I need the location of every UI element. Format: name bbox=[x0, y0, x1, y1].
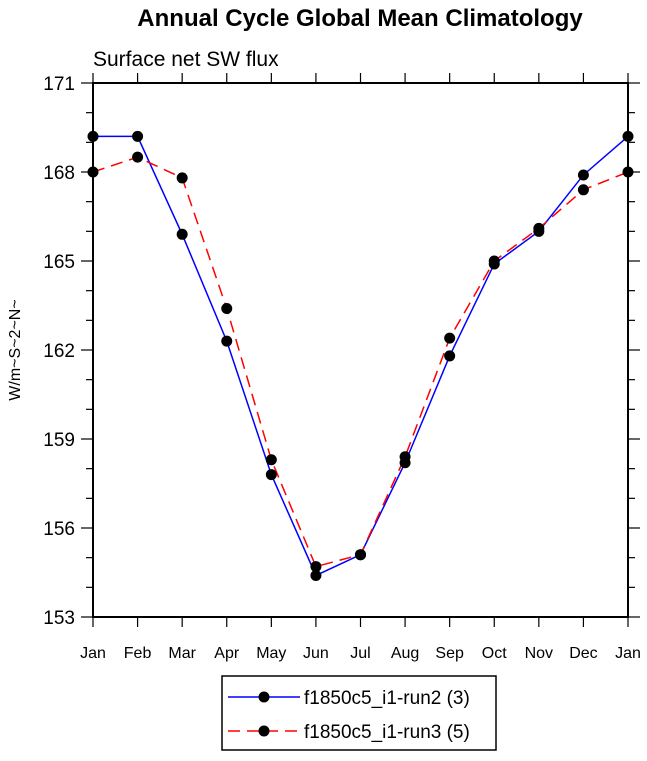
x-tick-label: Oct bbox=[482, 645, 507, 662]
data-point bbox=[176, 172, 188, 184]
plot-frame bbox=[92, 82, 629, 618]
x-tick-label: Jan bbox=[615, 645, 641, 662]
data-point bbox=[87, 166, 99, 178]
data-point bbox=[533, 222, 545, 234]
x-tick-label: Nov bbox=[525, 645, 553, 662]
data-point bbox=[310, 561, 322, 573]
legend-marker bbox=[258, 691, 270, 703]
x-tick-label: Mar bbox=[168, 645, 196, 662]
data-point bbox=[577, 169, 589, 181]
y-tick-label: 153 bbox=[43, 608, 75, 629]
x-tick-label: May bbox=[256, 645, 286, 662]
data-point bbox=[221, 302, 233, 314]
legend: f1850c5_i1-run2 (3) f1850c5_i1-run3 (5) bbox=[221, 675, 497, 751]
data-point bbox=[399, 451, 411, 463]
data-point bbox=[577, 184, 589, 196]
y-tick-label: 171 bbox=[43, 74, 75, 95]
x-tick-label: Sep bbox=[435, 645, 464, 662]
y-tick-label: 162 bbox=[43, 341, 75, 362]
series-line-1 bbox=[93, 135, 629, 577]
data-point bbox=[488, 255, 500, 267]
y-tick-label: 156 bbox=[43, 519, 75, 540]
chart-subtitle: Surface net SW flux bbox=[93, 48, 279, 71]
data-point bbox=[444, 350, 456, 362]
chart-title: Annual Cycle Global Mean Climatology bbox=[137, 5, 583, 32]
legend-box bbox=[221, 675, 497, 751]
y-tick-label: 168 bbox=[43, 163, 75, 184]
x-tick-label: Jan bbox=[80, 645, 106, 662]
data-point bbox=[310, 569, 322, 581]
legend-marker bbox=[258, 725, 270, 737]
data-point bbox=[87, 130, 99, 142]
data-point bbox=[444, 332, 456, 344]
x-tick-label: Feb bbox=[124, 645, 152, 662]
data-point bbox=[265, 454, 277, 466]
x-tick-label: Jul bbox=[350, 645, 370, 662]
data-point bbox=[622, 130, 634, 142]
series-line-2 bbox=[92, 156, 629, 568]
y-tick-label: 159 bbox=[43, 430, 75, 451]
data-point bbox=[622, 166, 634, 178]
data-point bbox=[355, 549, 366, 561]
legend-label: f1850c5_i1-run2 (3) bbox=[304, 688, 470, 709]
data-point bbox=[132, 151, 144, 163]
data-point bbox=[132, 130, 144, 142]
y-tick-label: 165 bbox=[43, 252, 75, 273]
x-tick-label: Aug bbox=[391, 645, 419, 662]
data-point bbox=[176, 228, 188, 240]
x-tick-label: Dec bbox=[569, 645, 597, 662]
x-tick-label: Apr bbox=[214, 645, 240, 662]
data-point bbox=[221, 335, 233, 347]
data-point bbox=[265, 469, 277, 481]
x-tick-label: Jun bbox=[303, 645, 329, 662]
y-axis-label: W/m~S~2~N~ bbox=[7, 299, 24, 400]
legend-label: f1850c5_i1-run3 (5) bbox=[304, 722, 470, 743]
